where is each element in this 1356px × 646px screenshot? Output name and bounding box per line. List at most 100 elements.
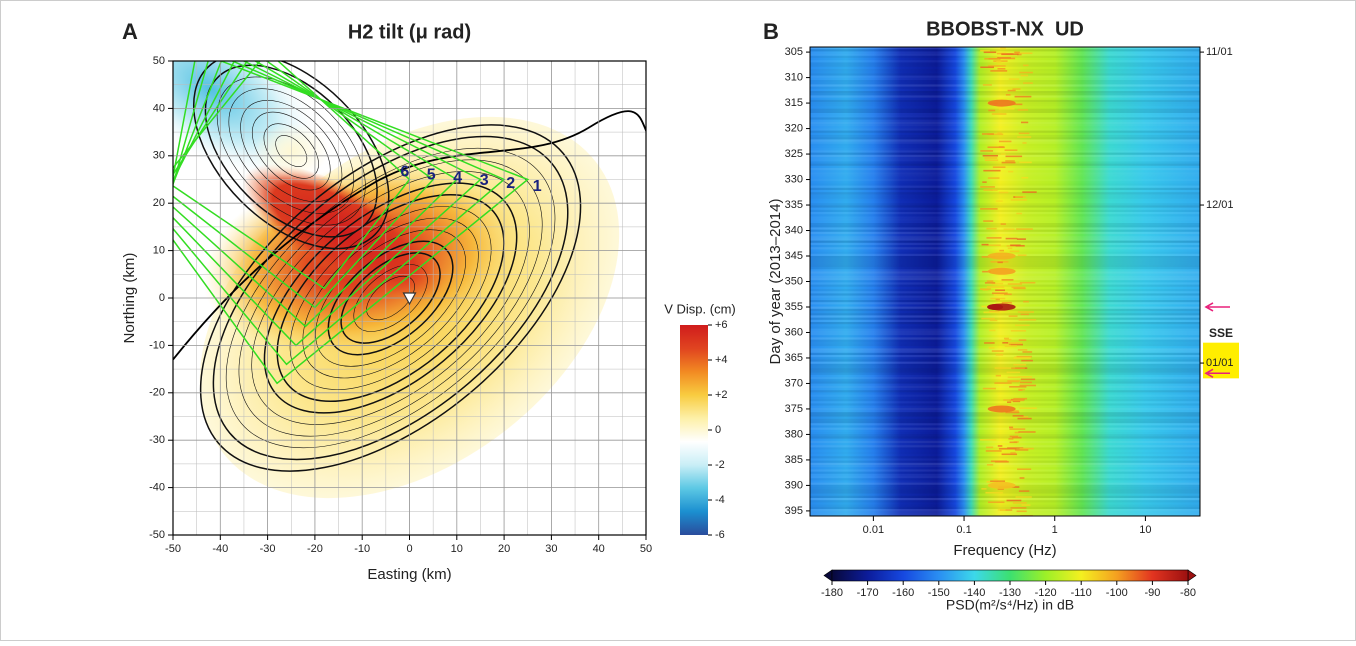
spectrogram-row <box>810 168 1200 171</box>
spectrogram-row <box>810 194 1200 196</box>
spectrogram-row <box>810 495 1200 498</box>
spectrogram-row <box>810 170 1200 172</box>
spectrogram-streak <box>1020 313 1030 316</box>
spectrogram-streak <box>1010 507 1027 509</box>
x-tick-label: -50 <box>165 543 181 555</box>
spectrogram-row <box>810 315 1200 318</box>
spectrogram-streak <box>984 57 1000 60</box>
spectrogram-row <box>810 458 1200 460</box>
spectrogram-streak <box>1019 477 1025 479</box>
spectrogram-row <box>810 179 1200 181</box>
spectrogram-row <box>810 473 1200 476</box>
spectrogram-streak <box>1001 161 1016 164</box>
spectrogram-streak <box>991 282 1004 285</box>
spectrogram-row <box>810 363 1200 366</box>
x-tick-label: 20 <box>498 543 510 555</box>
spectrogram-row <box>810 456 1200 459</box>
panel-label: B <box>763 19 779 44</box>
spectrogram-streak <box>1010 329 1027 332</box>
spectrogram-row <box>810 110 1200 113</box>
spectrogram-row <box>810 172 1200 175</box>
colorbar-title: PSD(m²/s⁴/Hz) in dB <box>946 597 1074 613</box>
spectrogram-row <box>810 95 1200 98</box>
spectrogram-streak <box>1009 410 1019 412</box>
spectrogram-row <box>810 236 1200 239</box>
spectrogram-streak <box>1009 428 1026 430</box>
spectrogram-row <box>810 317 1200 320</box>
spectrogram-row <box>810 89 1200 91</box>
spectrogram-streak <box>984 157 998 159</box>
x-tick-label: 10 <box>1139 524 1151 536</box>
spectrogram-streak <box>1011 436 1022 439</box>
spectrogram-streak <box>1023 64 1029 67</box>
spectrogram-streak <box>1014 449 1029 451</box>
spectrogram-row <box>810 163 1200 166</box>
spectrogram-row <box>810 388 1200 390</box>
spectrogram-streak <box>980 49 990 52</box>
spectrogram-streak <box>986 244 1001 247</box>
x-tick-label: 40 <box>593 543 605 555</box>
spectrogram-streak <box>1000 293 1012 296</box>
spectrogram-streak <box>997 132 1002 134</box>
station-marker <box>402 292 417 306</box>
colorbar-tick-label: -2 <box>715 459 725 471</box>
spectrogram-streak <box>1012 400 1021 403</box>
y-tick-label: 50 <box>153 55 165 67</box>
contour <box>340 252 441 344</box>
spectrogram-row <box>810 423 1200 426</box>
spectrogram-streak <box>998 107 1015 110</box>
spectrogram-streak <box>1021 176 1029 179</box>
spectrogram-row <box>810 192 1200 195</box>
colorbar-tick-label: -160 <box>892 587 914 599</box>
spectrogram-row <box>810 469 1200 472</box>
y-tick-label: 390 <box>785 479 803 491</box>
spectrogram-streak <box>1016 510 1027 513</box>
spectrogram-row <box>810 55 1200 58</box>
spectrogram-streak <box>1005 237 1018 240</box>
spectrogram-streak <box>980 438 997 441</box>
spectrogram-row <box>810 417 1200 419</box>
spectrogram-streak <box>1007 376 1020 379</box>
spectrogram-streak <box>1020 74 1029 77</box>
spectrogram-row <box>810 247 1200 250</box>
spectrogram-streak <box>1023 300 1029 303</box>
spectrogram-row <box>810 352 1200 355</box>
spectrogram-row <box>810 86 1200 89</box>
contour <box>228 88 354 214</box>
fault-patch <box>173 61 530 385</box>
spectrogram-streak <box>997 67 1006 70</box>
spectrogram-row <box>810 262 1200 265</box>
spectrogram-streak <box>1005 411 1020 414</box>
spectrogram-row <box>810 491 1200 494</box>
spectrogram-row <box>810 366 1200 369</box>
spectrogram-streak <box>997 445 1003 447</box>
spectrogram-streak <box>1018 132 1030 135</box>
y-tick-label: 385 <box>785 454 803 466</box>
spectrogram-streak <box>1014 95 1032 98</box>
contour <box>240 100 343 203</box>
spectrogram-streak <box>1015 196 1026 198</box>
spectrogram-streak <box>1013 357 1031 359</box>
spectrogram-row <box>810 115 1200 117</box>
spectrogram-burst <box>987 405 1016 413</box>
spectrogram-streak <box>991 350 1004 352</box>
y-tick-label: -50 <box>149 529 165 541</box>
spectrogram-row <box>810 80 1200 83</box>
spectrogram-streak <box>999 509 1013 511</box>
spectrogram-row <box>810 144 1200 146</box>
spectrogram-streak <box>1000 47 1006 50</box>
colorbar-tick-label: 0 <box>715 424 721 436</box>
spectrogram-streak <box>980 186 995 188</box>
spectrogram-row <box>810 208 1200 210</box>
spectrogram-streak <box>1015 496 1032 498</box>
colorbar-tick-label: -110 <box>1071 587 1092 599</box>
spectrogram-row <box>810 282 1200 285</box>
colorbar-tick-label: -130 <box>999 587 1021 599</box>
spectrogram-streak <box>1016 228 1033 230</box>
spectrogram-streak <box>1017 376 1033 378</box>
contour <box>366 275 415 321</box>
spectrogram-streak <box>1007 247 1013 250</box>
spectrogram-row <box>810 385 1200 388</box>
spectrogram-row <box>810 231 1200 234</box>
spectrogram <box>810 47 1200 516</box>
